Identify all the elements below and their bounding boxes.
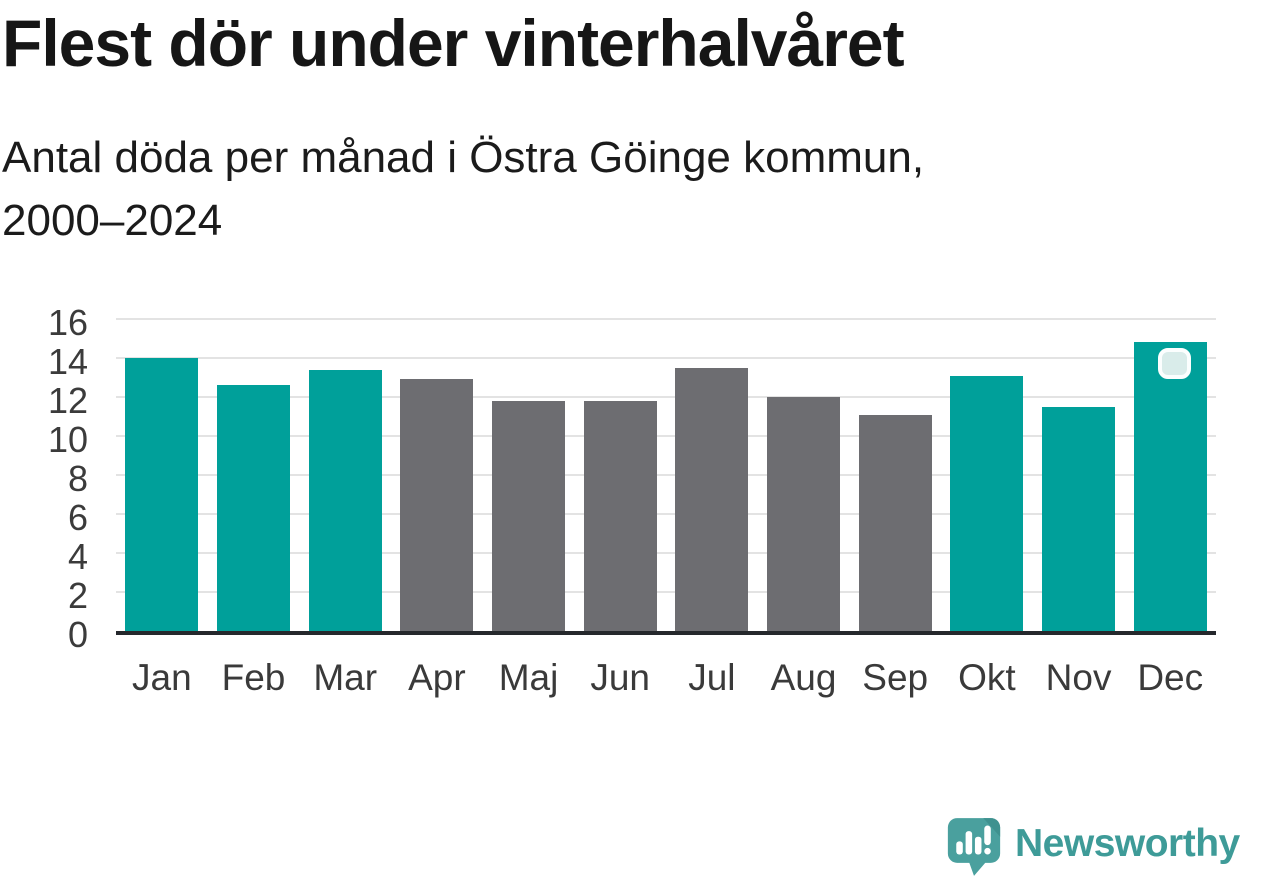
bar-okt (950, 375, 1024, 631)
newsworthy-logo: Newsworthy (946, 815, 1240, 879)
y-tick-label: 14 (47, 341, 88, 382)
bar-chart: 0 2 4 6 8 10 12 14 16 Jan Feb Mar Apr Maj Jun Jul Aug Se… (0, 303, 1262, 703)
newsworthy-wordmark: Newsworthy (1015, 822, 1240, 865)
x-tick-label: Mar (313, 657, 378, 698)
y-tick-label: 6 (67, 497, 88, 538)
bar-sep (858, 414, 932, 631)
y-tick-label: 4 (67, 536, 88, 577)
x-tick-label: Apr (408, 657, 466, 698)
y-axis-labels: 0 2 4 6 8 10 12 14 16 (0, 303, 96, 655)
x-tick-label: Feb (221, 657, 286, 698)
x-tick-label: Jan (132, 657, 192, 698)
y-tick-label: 2 (67, 575, 88, 616)
x-tick-label: Jul (688, 657, 736, 698)
bar-apr (400, 379, 474, 631)
y-tick-label: 8 (67, 458, 88, 499)
bar-jun (583, 400, 657, 631)
bar-jan (125, 358, 199, 631)
gridline (116, 435, 1216, 437)
x-tick-label: Nov (1045, 657, 1112, 698)
x-tick-label: Dec (1137, 657, 1204, 698)
y-tick-label: 0 (67, 614, 88, 655)
y-tick-label: 12 (47, 380, 88, 421)
chart-title: Flest dör under vinterhalvåret (2, 6, 905, 80)
chart-subtitle-line1: Antal döda per månad i Östra Göinge komm… (2, 133, 925, 182)
gridline (116, 357, 1216, 359)
bar-aug (767, 397, 840, 631)
bar-mar (308, 369, 382, 631)
gridline (116, 552, 1216, 554)
bar-jul (675, 367, 749, 631)
x-tick-label: Sep (862, 657, 929, 698)
gridline (116, 474, 1216, 476)
x-axis-labels: Jan Feb Mar Apr Maj Jun Jul Aug Sep Okt Nov Dec (116, 657, 1216, 699)
x-tick-label: Jun (590, 657, 651, 698)
bar-maj (492, 400, 565, 631)
gridline (116, 513, 1216, 515)
chart-subtitle-line2: 2000–2024 (2, 196, 223, 245)
x-tick-label: Maj (498, 657, 559, 698)
gridline (116, 591, 1216, 593)
y-tick-label: 10 (47, 419, 88, 460)
bar-feb (217, 385, 290, 631)
x-tick-label: Aug (770, 657, 837, 698)
chart-subtitle: Antal döda per månad i Östra Göinge komm… (2, 126, 924, 252)
y-tick-label: 16 (47, 302, 88, 343)
gridline (116, 318, 1216, 320)
bar-dec (1133, 342, 1207, 631)
bar-nov (1042, 406, 1115, 631)
plot-area (116, 318, 1216, 635)
gridline (116, 396, 1216, 398)
x-tick-label: Okt (958, 657, 1016, 698)
dec-bar-highlight-marker (1158, 348, 1191, 379)
newsworthy-speech-bubble-icon (947, 818, 1001, 876)
